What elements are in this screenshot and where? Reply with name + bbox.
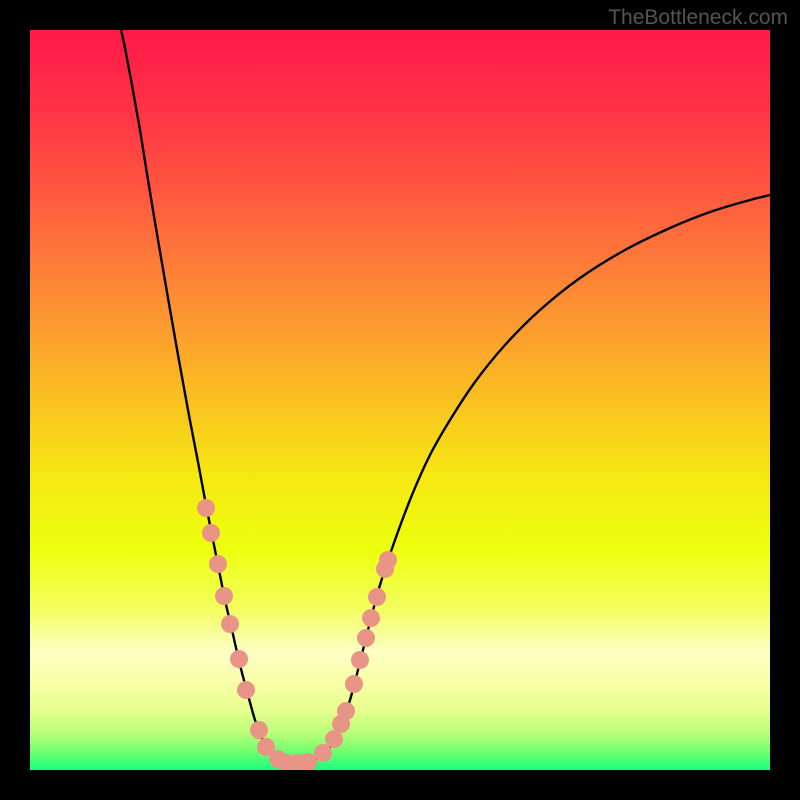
- marker-point: [351, 651, 369, 669]
- marker-point: [362, 609, 380, 627]
- marker-point: [368, 588, 386, 606]
- curve-overlay: [30, 30, 770, 770]
- v-curve: [120, 30, 770, 763]
- marker-point: [215, 587, 233, 605]
- marker-point: [202, 524, 220, 542]
- marker-point: [230, 650, 248, 668]
- marker-point: [197, 499, 215, 517]
- marker-point: [209, 555, 227, 573]
- watermark: TheBottleneck.com: [608, 6, 788, 30]
- marker-point: [357, 629, 375, 647]
- chart-container: [30, 30, 770, 770]
- marker-point: [379, 551, 397, 569]
- marker-point: [345, 675, 363, 693]
- marker-group: [197, 499, 397, 770]
- marker-point: [237, 681, 255, 699]
- marker-point: [221, 615, 239, 633]
- marker-point: [314, 744, 332, 762]
- marker-point: [337, 702, 355, 720]
- marker-point: [250, 721, 268, 739]
